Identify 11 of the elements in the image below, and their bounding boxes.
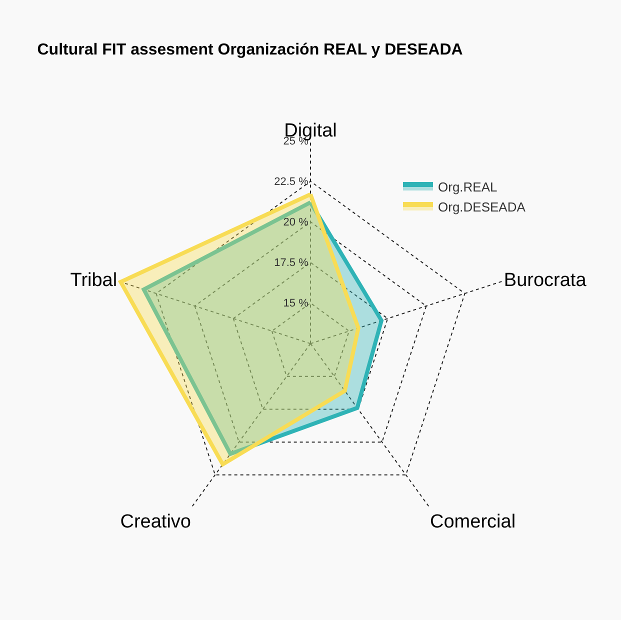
spoke-label: Comercial xyxy=(430,511,516,532)
y-tick-label: 20 % xyxy=(283,216,309,228)
legend-label: Org.REAL xyxy=(438,180,498,195)
spoke-label: Tribal xyxy=(70,270,118,291)
legend-label: Org.DESEADA xyxy=(438,200,526,215)
y-tick-label: 15 % xyxy=(283,298,309,310)
spoke-label: Burocrata xyxy=(504,270,587,291)
y-tick-label: 17.5 % xyxy=(274,257,309,270)
spoke-label: Creativo xyxy=(120,511,191,532)
y-tick-label: 22.5 % xyxy=(274,176,309,188)
chart-title: Cultural FIT assesment Organización REAL y DESEADA xyxy=(37,42,464,59)
